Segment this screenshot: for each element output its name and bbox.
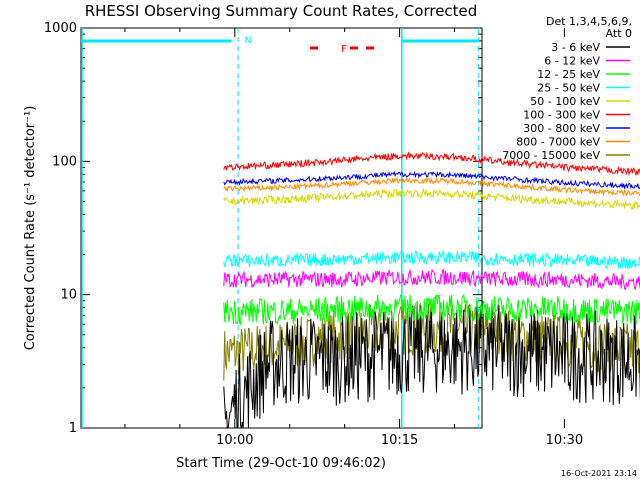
chart-title: RHESSI Observing Summary Count Rates, Co…: [85, 2, 478, 20]
series-line-800-7000kev: [223, 176, 640, 197]
y-tick-label: 1000: [44, 21, 77, 36]
x-tick-label: 10:30: [546, 433, 583, 448]
series-line-100-300kev: [223, 151, 640, 177]
footer-timestamp: 16-Oct-2021 23:14: [561, 469, 637, 478]
night-marker-label: N: [245, 36, 252, 46]
y-tick-label: 1: [69, 421, 77, 436]
y-tick-label: 100: [52, 154, 77, 169]
legend-label: 3 - 6 keV: [551, 41, 600, 54]
x-tick-label: 10:00: [216, 433, 253, 448]
series-line-12-25kev: [223, 293, 640, 326]
legend-label: 100 - 300 keV: [523, 109, 600, 122]
legend-label: 7000 - 15000 keV: [502, 149, 600, 162]
x-tick-label: 10:15: [381, 433, 418, 448]
legend-label: 12 - 25 keV: [537, 68, 600, 81]
series-line-300-800kev: [223, 170, 640, 190]
legend-header-line-1: Det 1,3,4,5,6,9,: [546, 15, 632, 28]
series-line-3-6kev: [223, 303, 640, 429]
legend-header-line-2: Att 0: [606, 27, 632, 40]
series-line-6-12kev: [223, 268, 640, 291]
legend-label: 800 - 7000 keV: [516, 136, 600, 149]
series-line-25-50kev: [223, 248, 640, 270]
series-line-50-100kev: [223, 187, 640, 210]
flare-marker-label: F: [341, 44, 347, 55]
legend-label: 25 - 50 keV: [537, 82, 600, 95]
plot-frame: [80, 27, 483, 429]
legend-label: 6 - 12 keV: [544, 55, 600, 68]
x-axis-label: Start Time (29-Oct-10 09:46:02): [176, 456, 386, 471]
legend-label: 50 - 100 keV: [530, 95, 600, 108]
legend-label: 300 - 800 keV: [523, 122, 600, 135]
plot-area: 110100100010:0010:1510:3010:4511:0011:15…: [44, 21, 640, 448]
y-axis-label: Corrected Count Rate (s⁻¹ detector⁻¹): [23, 106, 38, 351]
y-tick-label: 10: [60, 288, 77, 303]
